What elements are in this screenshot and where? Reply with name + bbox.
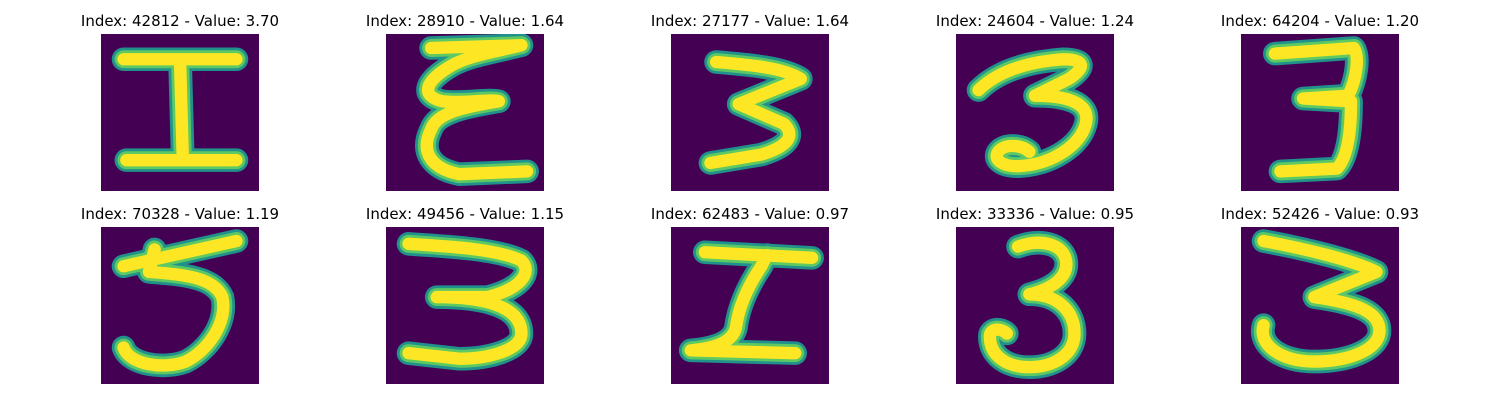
panel-9: Index: 33336 - Value: 0.95 bbox=[905, 205, 1165, 395]
digit-image-3-round bbox=[956, 227, 1114, 384]
panel-title: Index: 27177 - Value: 1.64 bbox=[650, 12, 850, 30]
panel-2: Index: 28910 - Value: 1.64 bbox=[335, 12, 595, 202]
digit-image-3-upright bbox=[1241, 34, 1399, 191]
panel-title: Index: 52426 - Value: 0.93 bbox=[1220, 205, 1420, 223]
panel-title: Index: 62483 - Value: 0.97 bbox=[650, 205, 850, 223]
digit-image-3-bold bbox=[1241, 227, 1399, 384]
digit-image-3-tilted bbox=[956, 34, 1114, 191]
panel-title: Index: 49456 - Value: 1.15 bbox=[365, 205, 565, 223]
panel-title: Index: 33336 - Value: 0.95 bbox=[935, 205, 1135, 223]
panel-3: Index: 27177 - Value: 1.64 bbox=[620, 12, 880, 202]
panel-1: Index: 42812 - Value: 3.70 bbox=[50, 12, 310, 202]
panel-7: Index: 49456 - Value: 1.15 bbox=[335, 205, 595, 395]
panel-title: Index: 64204 - Value: 1.20 bbox=[1220, 12, 1420, 30]
panel-title: Index: 70328 - Value: 1.19 bbox=[80, 205, 280, 223]
digit-image-sigma bbox=[671, 227, 829, 384]
panel-4: Index: 24604 - Value: 1.24 bbox=[905, 12, 1165, 202]
panel-5: Index: 64204 - Value: 1.20 bbox=[1190, 12, 1450, 202]
panel-title: Index: 24604 - Value: 1.24 bbox=[935, 12, 1135, 30]
panel-8: Index: 62483 - Value: 0.97 bbox=[620, 205, 880, 395]
panel-title: Index: 28910 - Value: 1.64 bbox=[365, 12, 565, 30]
digit-image-3-wide bbox=[386, 227, 544, 384]
panel-6: Index: 70328 - Value: 1.19 bbox=[50, 205, 310, 395]
panel-title: Index: 42812 - Value: 3.70 bbox=[80, 12, 280, 30]
digit-image-i bbox=[101, 34, 259, 191]
digit-image-3-zigzag bbox=[671, 34, 829, 191]
panel-10: Index: 52426 - Value: 0.93 bbox=[1190, 205, 1450, 395]
digit-image-5 bbox=[101, 227, 259, 384]
digit-image-e bbox=[386, 34, 544, 191]
